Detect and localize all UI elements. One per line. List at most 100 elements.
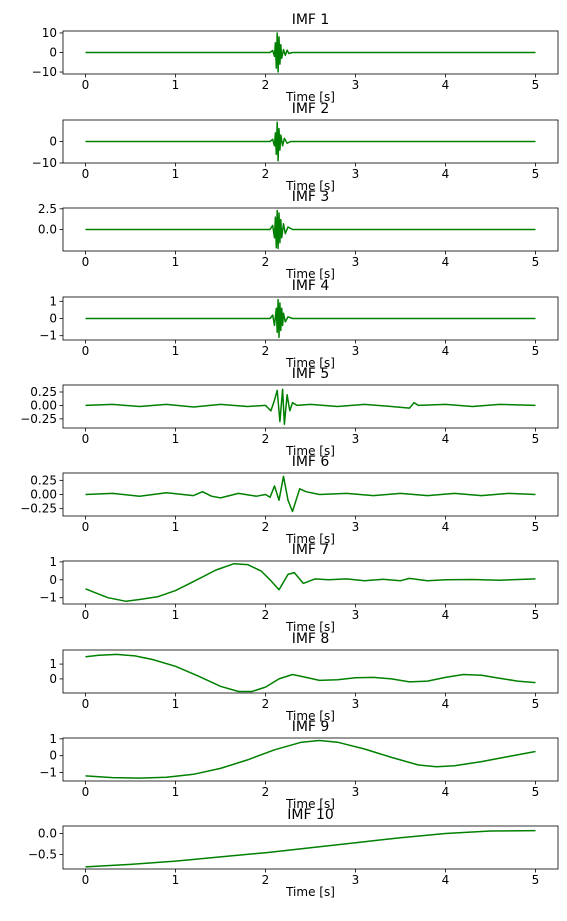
x-tick-label: 1 bbox=[172, 432, 180, 446]
chart-title: IMF 7 bbox=[292, 542, 330, 558]
y-tick-label: 0.0 bbox=[38, 827, 57, 841]
axes-frame bbox=[62, 649, 559, 694]
imf-panel-9: 0 1 2 3 4 5 1 0 −1 Time [s] bbox=[39, 732, 559, 811]
y-tick-label: 1 bbox=[49, 657, 57, 671]
chart-title: IMF 9 bbox=[292, 719, 330, 735]
chart-title: IMF 10 bbox=[287, 807, 334, 823]
y-tick-label: 0 bbox=[49, 672, 57, 686]
axes-frame bbox=[62, 825, 559, 870]
x-tick-label: 4 bbox=[442, 255, 450, 269]
x-axis-label: Time [s] bbox=[285, 797, 335, 811]
imf-series-line bbox=[85, 829, 536, 868]
chart-title: IMF 4 bbox=[292, 278, 330, 294]
x-tick-label: 1 bbox=[172, 785, 180, 799]
x-tick-label: 0 bbox=[82, 785, 90, 799]
x-tick-label: 5 bbox=[532, 167, 540, 181]
y-tick-label: −1 bbox=[39, 329, 57, 343]
x-tick-label: 3 bbox=[352, 255, 360, 269]
y-tick-label: 10 bbox=[42, 26, 57, 40]
imf-series-line bbox=[85, 32, 536, 73]
y-tick-label: −0.5 bbox=[28, 847, 57, 861]
x-tick-label: 2 bbox=[262, 608, 270, 622]
imf-series-line bbox=[85, 653, 536, 693]
y-tick-label: 0.00 bbox=[30, 398, 57, 412]
x-axis-label: Time [s] bbox=[285, 444, 335, 458]
y-tick-label: 0 bbox=[49, 312, 57, 326]
x-tick-label: 0 bbox=[82, 78, 90, 92]
x-axis-label: Time [s] bbox=[285, 709, 335, 723]
x-tick-label: 4 bbox=[442, 520, 450, 534]
x-tick-label: 4 bbox=[442, 785, 450, 799]
y-tick-label: 1 bbox=[49, 555, 57, 569]
x-tick-label: 2 bbox=[262, 785, 270, 799]
x-tick-label: 0 bbox=[82, 520, 90, 534]
y-tick-label: 2.5 bbox=[38, 202, 57, 216]
x-axis-label: Time [s] bbox=[285, 90, 335, 104]
x-tick-label: 5 bbox=[532, 873, 540, 887]
axes-frame bbox=[62, 737, 559, 782]
x-tick-label: 2 bbox=[262, 344, 270, 358]
y-tick-label: −0.25 bbox=[20, 502, 57, 516]
imf-series-line bbox=[85, 388, 536, 425]
imf-panel-4: 0 1 2 3 4 5 1 0 −1 Time [s] bbox=[39, 294, 559, 370]
y-tick-label: −1 bbox=[39, 591, 57, 605]
y-tick-label: 0 bbox=[49, 573, 57, 587]
x-tick-label: 4 bbox=[442, 608, 450, 622]
x-tick-label: 4 bbox=[442, 344, 450, 358]
imf-series-line bbox=[85, 562, 536, 603]
chart-title: IMF 5 bbox=[292, 366, 330, 382]
y-tick-label: −0.25 bbox=[20, 412, 57, 426]
y-tick-label: 0.00 bbox=[30, 488, 57, 502]
x-tick-label: 4 bbox=[442, 697, 450, 711]
x-tick-label: 2 bbox=[262, 873, 270, 887]
x-tick-label: 4 bbox=[442, 873, 450, 887]
x-tick-label: 3 bbox=[352, 432, 360, 446]
y-tick-label: 0 bbox=[49, 46, 57, 60]
x-axis-label: Time [s] bbox=[285, 179, 335, 193]
y-tick-label: 0 bbox=[49, 135, 57, 149]
x-tick-label: 5 bbox=[532, 697, 540, 711]
imf-panel-2: 0 1 2 3 4 5 0 −10 Time [s] bbox=[32, 119, 559, 193]
imf-series-line bbox=[85, 475, 536, 513]
x-tick-label: 5 bbox=[532, 520, 540, 534]
x-axis-label: Time [s] bbox=[285, 620, 335, 634]
imf-series-line bbox=[85, 739, 536, 779]
x-tick-label: 3 bbox=[352, 608, 360, 622]
x-tick-label: 2 bbox=[262, 78, 270, 92]
chart-title: IMF 6 bbox=[292, 454, 330, 470]
axes-frame bbox=[62, 384, 559, 429]
x-tick-label: 3 bbox=[352, 873, 360, 887]
x-tick-label: 0 bbox=[82, 255, 90, 269]
x-tick-label: 3 bbox=[352, 167, 360, 181]
x-tick-label: 0 bbox=[82, 344, 90, 358]
x-tick-label: 1 bbox=[172, 344, 180, 358]
x-tick-label: 1 bbox=[172, 520, 180, 534]
x-tick-label: 1 bbox=[172, 167, 180, 181]
axes-frame bbox=[62, 560, 559, 605]
chart-title: IMF 8 bbox=[292, 631, 330, 647]
x-tick-label: 5 bbox=[532, 608, 540, 622]
imf-panel-6: 0 1 2 3 4 5 0.250.00−0.25 Time [s] bbox=[20, 472, 559, 546]
imf-series-line bbox=[85, 209, 536, 250]
x-tick-label: 3 bbox=[352, 78, 360, 92]
y-tick-label: 1 bbox=[49, 294, 57, 308]
imf-series-line bbox=[85, 121, 536, 162]
y-tick-label: −10 bbox=[32, 65, 57, 79]
x-tick-label: 1 bbox=[172, 608, 180, 622]
x-tick-label: 1 bbox=[172, 255, 180, 269]
x-tick-label: 5 bbox=[532, 785, 540, 799]
x-axis-label: Time [s] bbox=[285, 532, 335, 546]
x-tick-label: 0 bbox=[82, 167, 90, 181]
x-axis-label: Time [s] bbox=[285, 267, 335, 281]
y-tick-label: 1 bbox=[49, 732, 57, 746]
imf-panel-5: 0 1 2 3 4 5 0.250.00−0.25 Time [s] bbox=[20, 384, 559, 458]
x-tick-label: 4 bbox=[442, 78, 450, 92]
x-tick-label: 5 bbox=[532, 255, 540, 269]
imf-panel-3: 0 1 2 3 4 5 2.5 0.0 Time [s] bbox=[38, 202, 559, 281]
x-tick-label: 1 bbox=[172, 78, 180, 92]
y-tick-label: 0.25 bbox=[30, 385, 57, 399]
x-tick-label: 4 bbox=[442, 432, 450, 446]
x-tick-label: 0 bbox=[82, 432, 90, 446]
x-axis-label: Time [s] bbox=[285, 356, 335, 370]
